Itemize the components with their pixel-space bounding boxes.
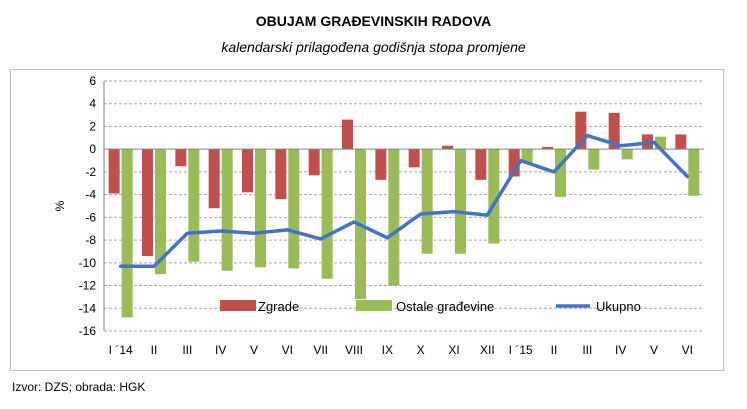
bar-zgrade: [208, 149, 220, 209]
bar-zgrade: [575, 111, 587, 150]
legend-swatch-zgrade: [220, 300, 256, 311]
legend-label-ostale: Ostale građevine: [396, 299, 494, 314]
y-tick-label: -14: [79, 301, 97, 315]
x-tick-label: III: [582, 343, 592, 357]
x-tick-label: VI: [282, 343, 293, 357]
bar-zgrade: [275, 149, 287, 200]
x-tick-label: V: [250, 343, 258, 357]
legend-label-ukupno: Ukupno: [596, 299, 641, 314]
x-tick-label: XI: [448, 343, 459, 357]
bar-ostale: [488, 149, 500, 244]
bar-zgrade: [508, 149, 520, 177]
bar-zgrade: [308, 149, 320, 176]
y-tick-label: -4: [85, 188, 96, 202]
x-tick-label: XII: [480, 343, 495, 357]
x-tick-label: III: [182, 343, 192, 357]
bar-zgrade: [442, 145, 453, 150]
legend-swatch-ostale: [356, 300, 392, 311]
y-tick-label: -10: [79, 256, 97, 270]
bar-zgrade: [608, 112, 620, 150]
y-tick-label: -12: [79, 279, 97, 293]
y-tick-label: 4: [89, 97, 96, 111]
chart-title: OBUJAM GRAĐEVINSKIH RADOVA: [255, 13, 492, 29]
legend-label-zgrade: Zgrade: [258, 299, 299, 314]
y-tick-label: -8: [85, 233, 96, 247]
x-tick-label: IX: [382, 343, 393, 357]
bar-ostale: [588, 149, 600, 170]
y-tick-label: 2: [89, 119, 96, 133]
x-tick-label: IV: [215, 343, 226, 357]
bar-ostale: [188, 149, 200, 262]
x-tick-label: VI: [682, 343, 693, 357]
line-group: [118, 133, 690, 268]
bar-zgrade: [108, 149, 120, 194]
y-tick-label: -6: [85, 210, 96, 224]
bar-ostale: [121, 149, 133, 318]
x-tick-label: X: [417, 343, 425, 357]
bar-zgrade: [375, 149, 387, 180]
x-tick-label: VIII: [345, 343, 363, 357]
x-tick-label: II: [151, 343, 158, 357]
bar-ostale: [655, 136, 666, 150]
bar-ostale: [388, 149, 400, 286]
bar-zgrade: [142, 149, 153, 256]
grid-lines: [104, 80, 704, 332]
y-tick-label: -2: [85, 165, 96, 179]
bar-zgrade: [675, 134, 687, 150]
bar-ostale: [521, 149, 533, 163]
x-tick-label: V: [650, 343, 658, 357]
x-tick-label: IV: [615, 343, 626, 357]
bar-zgrade: [242, 149, 253, 193]
bar-ostale: [621, 149, 633, 160]
x-tick-label: I ´15: [509, 343, 533, 357]
bar-ostale: [455, 149, 466, 254]
bar-zgrade: [342, 119, 353, 150]
bar-ostale: [555, 149, 566, 197]
bar-ostale: [421, 149, 433, 254]
chart-subtitle: kalendarski prilagođena godišnja stopa p…: [221, 39, 526, 55]
y-tick-label: 0: [89, 142, 96, 156]
bar-ostale: [321, 149, 333, 279]
x-tick-label: I ´14: [109, 343, 133, 357]
bar-zgrade: [542, 146, 553, 150]
source-note: Izvor: DZS; obrada: HGK: [12, 380, 146, 394]
legend: Zgrade Ostale građevine Ukupno: [220, 299, 641, 314]
bar-ostale: [688, 149, 700, 196]
series-line-ukupno: [118, 133, 690, 268]
y-axis-label: %: [53, 200, 67, 211]
x-tick-label: II: [551, 343, 558, 357]
bar-ostale: [221, 149, 233, 271]
bar-zgrade: [475, 149, 487, 180]
bar-ostale: [155, 149, 166, 275]
y-tick-label: -16: [79, 324, 97, 338]
bar-zgrade: [175, 149, 187, 167]
x-tick-label: VII: [313, 343, 328, 357]
bar-zgrade: [408, 149, 420, 168]
bar-ostale: [288, 149, 300, 269]
chart-frame: [10, 69, 724, 371]
y-tick-label: 6: [89, 74, 96, 88]
bar-ostale: [255, 149, 266, 268]
